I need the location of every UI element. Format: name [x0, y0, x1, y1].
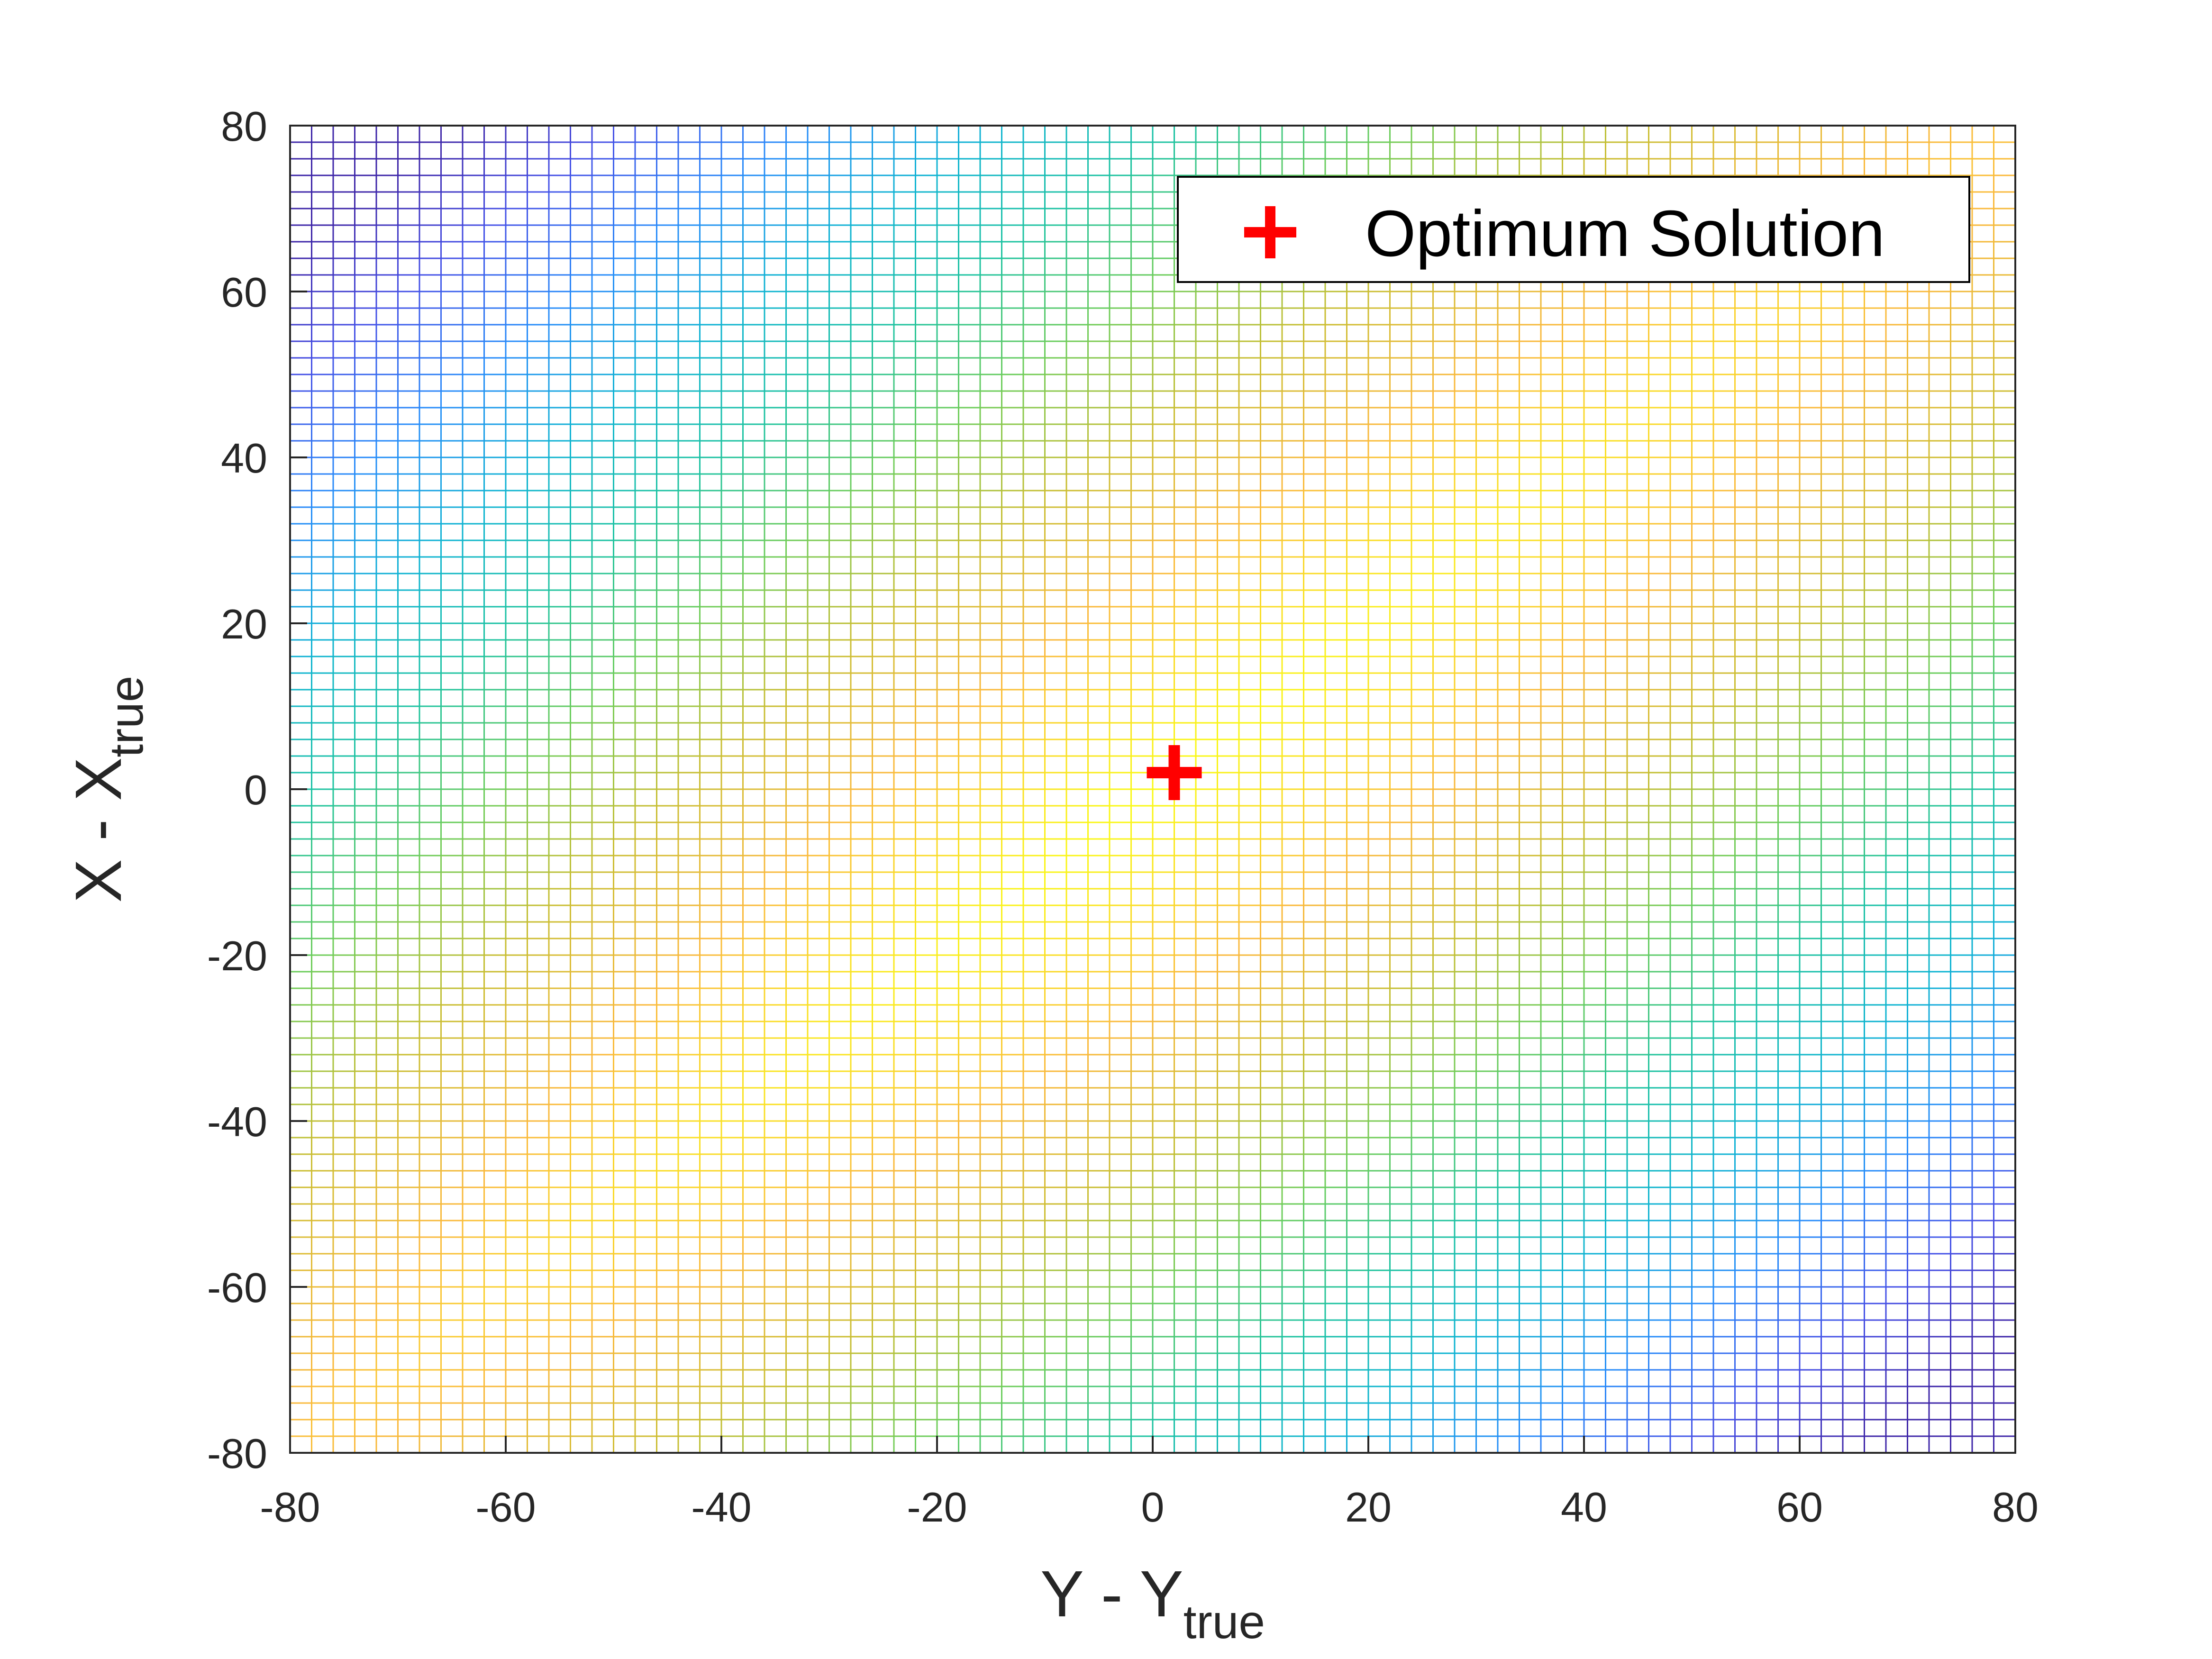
- mesh-surface: [289, 125, 2016, 1454]
